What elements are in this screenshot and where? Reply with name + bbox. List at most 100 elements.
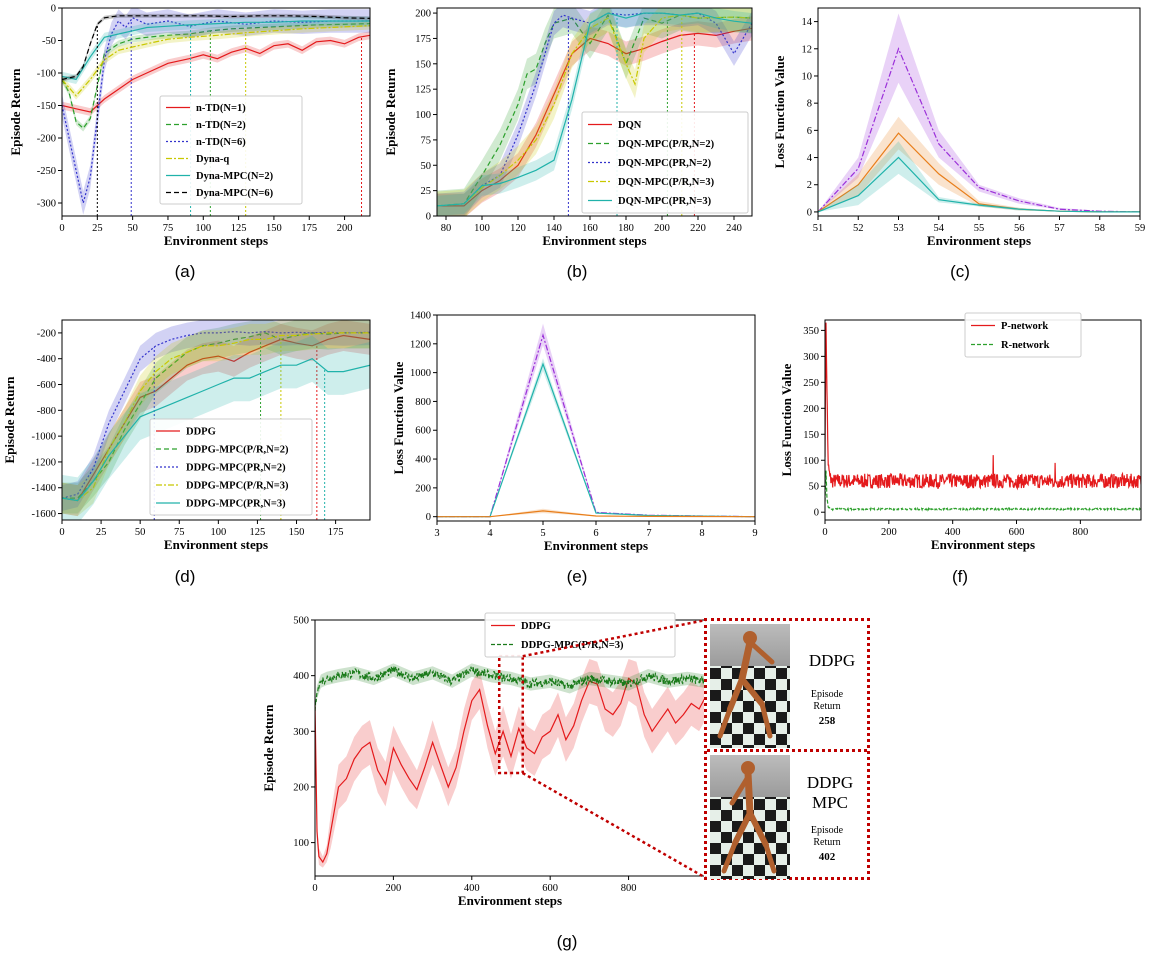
series-line-a-5	[62, 15, 370, 81]
y-tick-label-c-7: 14	[802, 17, 813, 28]
legend-box-b	[581, 111, 749, 214]
x-tick-label-c-3: 54	[934, 223, 945, 234]
series-line-f-0	[825, 322, 1141, 491]
band-e-2	[437, 508, 755, 517]
y-tick-label-c-1: 2	[807, 180, 812, 191]
legend-label-d-4: DDPG-MPC(PR,N=3)	[186, 499, 286, 510]
legend-b: DQN DQN-MPC(P/R,N=2) DQN-MPC(PR,N=2) DQN-MP…	[581, 111, 749, 214]
x-tick-label-d-5: 125	[250, 527, 266, 538]
x-tick-label-b-8: 240	[726, 223, 742, 234]
inset-top-title: DDPG	[808, 651, 856, 670]
x-tick-label-e-4: 7	[646, 528, 651, 539]
x-tick-label-e-3: 6	[593, 528, 598, 539]
x-tick-label-d-6: 150	[289, 527, 305, 538]
y-tick-label-b-6: 150	[415, 59, 431, 70]
x-axis-label-c: Environment steps	[927, 233, 1031, 248]
legend-f: P-network R-network	[964, 312, 1082, 358]
chart-c-svg: 51 52 53 54 55 56 57 58 59 0 2 4 6 8 10 12 14 Environment…	[772, 7, 1145, 248]
series-line-a-1	[62, 23, 370, 130]
inset-frame: DDPG Episode Return 258 DDPG MPC Episode…	[704, 618, 870, 880]
y-axis-label-c: Loss Function Value	[772, 55, 787, 168]
y-tick-label-e-7: 1400	[410, 311, 431, 322]
y-tick-label-a-0: 0	[51, 4, 56, 15]
x-tick-label-g-2: 400	[464, 883, 480, 894]
legend-label-g-1: DDPG-MPC(P/R,N=3)	[521, 640, 624, 651]
panel-f: 0 200 400 600 800 0 50 100 150 200 250 300 350 Enviro…	[770, 305, 1151, 555]
y-tick-label-a-5: -250	[37, 166, 56, 177]
band-c-1	[818, 116, 1140, 212]
series-line-d-1	[62, 332, 370, 499]
x-tick-label-a-0: 0	[59, 223, 64, 234]
y-tick-label-d-7: -1600	[32, 509, 57, 520]
inset-top-label: Episode Return	[810, 689, 844, 712]
panel-e: 3 4 5 6 7 8 9 0 200 400 600 800 1000 1200 1400 Environm…	[385, 305, 765, 555]
y-tick-label-b-2: 50	[421, 161, 432, 172]
y-tick-label-b-4: 100	[415, 110, 431, 121]
x-tick-label-d-7: 175	[328, 527, 344, 538]
series-line-e-1	[437, 362, 755, 518]
chart-a-svg: 0 25 50 75 100 125 150 175 200 0 -50 -100 -150 -200 -2…	[8, 4, 371, 248]
plot-area-f	[825, 322, 1141, 512]
series-line-g-1	[315, 664, 705, 712]
legend-label-a-1: n-TD(N=2)	[196, 120, 246, 131]
x-tick-label-c-5: 56	[1014, 223, 1025, 234]
legend-a: n-TD(N=1) n-TD(N=2) n-TD(N=6) Dyna-q Dyna-MP…	[159, 95, 303, 205]
x-tick-label-b-4: 160	[582, 223, 598, 234]
x-tick-label-a-1: 25	[92, 223, 103, 234]
band-b-4	[437, 8, 752, 216]
caption-c: (c)	[950, 262, 970, 281]
y-tick-label-e-3: 600	[415, 426, 431, 437]
legend-label-d-0: DDPG	[186, 427, 216, 438]
y-tick-label-g-4: 500	[293, 616, 309, 627]
axes-frame-b	[436, 7, 753, 217]
band-a-0	[62, 31, 370, 116]
zoom-rectangle	[497, 654, 524, 775]
series-line-a-2	[62, 17, 370, 204]
y-tick-label-e-4: 800	[415, 397, 431, 408]
y-tick-label-a-4: -200	[37, 134, 56, 145]
axes-frame-a	[61, 7, 371, 217]
legend-label-f-0: P-network	[1001, 321, 1048, 332]
band-a-3	[62, 21, 370, 100]
series-line-b-0	[437, 27, 752, 207]
y-tick-label-c-2: 4	[807, 153, 813, 164]
x-tick-label-b-0: 80	[441, 223, 452, 234]
legend-label-a-0: n-TD(N=1)	[196, 103, 246, 114]
y-tick-label-d-5: -1200	[32, 457, 57, 468]
caption-g: (g)	[556, 932, 578, 951]
series-line-b-4	[437, 12, 752, 207]
x-axis-label-d: Environment steps	[164, 537, 268, 552]
y-axis-label-a: Episode Return	[8, 68, 23, 156]
legend-label-a-5: Dyna-MPC(N=6)	[196, 188, 274, 199]
legend-box-d	[149, 418, 313, 516]
legend-label-d-1: DDPG-MPC(P/R,N=2)	[186, 445, 289, 456]
chart-b-svg: 80 100 120 140 160 180 200 220 240 0 25 50 75 100 125 1…	[383, 7, 753, 248]
series-line-e-2	[437, 510, 755, 518]
chart-g-svg: 0 200 400 600 800 100 200 300 400 500 Environment …	[261, 612, 706, 908]
plot-area-d	[62, 320, 370, 520]
x-tick-label-f-3: 600	[1009, 527, 1025, 538]
x-tick-label-b-5: 180	[618, 223, 634, 234]
y-tick-label-d-3: -800	[37, 406, 56, 417]
x-tick-label-b-1: 100	[474, 223, 490, 234]
x-tick-label-g-0: 0	[312, 883, 317, 894]
y-tick-label-a-6: -300	[37, 199, 56, 210]
panel-c: 51 52 53 54 55 56 57 58 59 0 2 4 6 8 10 12 14 Environment…	[770, 0, 1151, 250]
x-tick-label-e-5: 8	[699, 528, 704, 539]
band-b-1	[437, 8, 752, 216]
band-b-3	[437, 8, 752, 216]
x-axis-label-f: Environment steps	[931, 537, 1035, 552]
y-axis-label-g: Episode Return	[261, 704, 276, 792]
x-tick-label-c-0: 51	[813, 223, 824, 234]
x-tick-label-f-0: 0	[822, 527, 827, 538]
x-tick-label-b-6: 200	[654, 223, 670, 234]
legend-label-g-0: DDPG	[521, 621, 551, 632]
x-tick-label-a-2: 50	[127, 223, 138, 234]
y-tick-label-g-2: 300	[293, 727, 309, 738]
panel-b: 80 100 120 140 160 180 200 220 240 0 25 50 75 100 125 1…	[383, 0, 765, 250]
chart-d-svg: 0 25 50 75 100 125 150 175 -200 -400 -600 -800 -1000…	[2, 319, 371, 552]
inset-bottom-title-line2: MPC	[812, 793, 848, 812]
y-tick-label-e-1: 200	[415, 483, 431, 494]
series-line-b-3	[437, 14, 752, 207]
y-tick-label-f-7: 350	[803, 326, 819, 337]
